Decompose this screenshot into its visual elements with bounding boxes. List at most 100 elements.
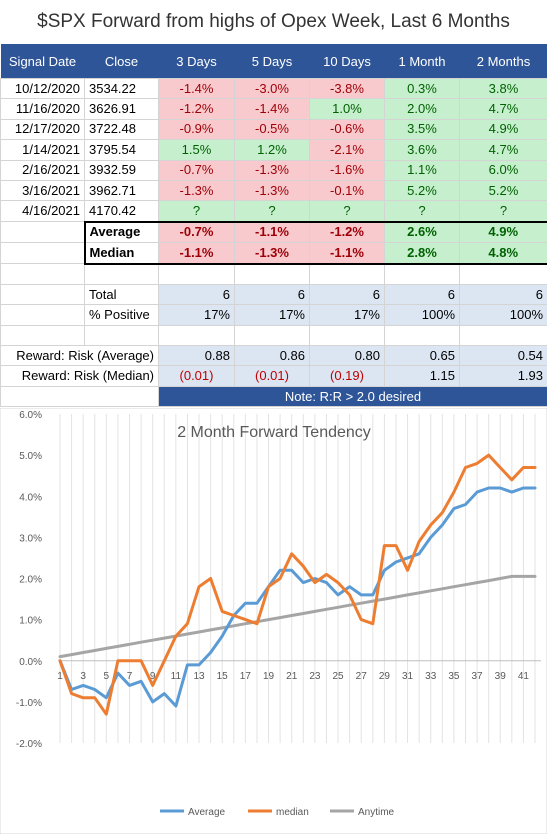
x-tick-label: 33 [425,671,437,682]
x-tick-label: 39 [495,671,507,682]
close-cell: 3795.54 [85,140,159,160]
signal-date-cell: 10/12/2020 [1,79,85,99]
stat-value: -0.7% [159,222,235,243]
empty-cell [85,264,159,285]
table-header-row: Signal Date Close 3 Days 5 Days 10 Days … [1,44,547,79]
signal-date-cell: 12/17/2020 [1,119,85,139]
signal-date-cell: 11/16/2020 [1,99,85,119]
stat-value: 2.8% [385,243,460,264]
empty-cell [1,264,85,285]
col-10-days: 10 Days [310,44,385,79]
empty-cell [1,243,85,264]
stat-row: Median-1.1%-1.3%-1.1%2.8%4.8% [1,243,547,264]
return-cell: -0.6% [310,119,385,139]
return-cell: -1.2% [159,99,235,119]
close-cell: 3932.59 [85,160,159,180]
y-tick-label: 6.0% [19,410,42,421]
total-row-value: 6 [235,284,310,304]
empty-cell [1,325,85,345]
empty-cell [235,325,310,345]
total-row-value: 6 [460,284,547,304]
return-cell: 1.0% [310,99,385,119]
return-cell: 1.5% [159,140,235,160]
return-cell: -1.4% [235,99,310,119]
stat-label: Median [85,243,159,264]
return-cell: -1.6% [310,160,385,180]
return-cell: -0.9% [159,119,235,139]
close-cell: 3534.22 [85,79,159,99]
reward-risk-median-row-value: 1.15 [385,366,460,386]
empty-cell [159,325,235,345]
close-cell: 3722.48 [85,119,159,139]
chart-title: 2 Month Forward Tendency [177,424,371,441]
empty-cell [385,325,460,345]
x-tick-label: 19 [263,671,275,682]
x-tick-label: 41 [518,671,530,682]
return-cell: -0.5% [235,119,310,139]
x-tick-label: 37 [472,671,484,682]
x-tick-label: 7 [127,671,133,682]
reward-risk-median-row: Reward: Risk (Median)(0.01)(0.01)(0.19)1… [1,366,547,386]
y-tick-label: 1.0% [19,616,42,627]
stat-value: 4.9% [460,222,547,243]
x-tick-label: 35 [448,671,460,682]
return-cell: -2.1% [310,140,385,160]
pct-positive-row-value: 100% [385,305,460,325]
total-row-value: 6 [385,284,460,304]
x-tick-label: 13 [193,671,205,682]
return-cell: 2.0% [385,99,460,119]
stat-value: 4.8% [460,243,547,264]
return-cell: 6.0% [460,160,547,180]
return-cell: -1.3% [159,180,235,200]
total-row-value: 6 [159,284,235,304]
return-cell: ? [235,201,310,222]
col-1-month: 1 Month [385,44,460,79]
return-cell: -0.1% [310,180,385,200]
return-cell: ? [159,201,235,222]
return-cell: ? [310,201,385,222]
return-cell: 4.7% [460,99,547,119]
col-3-days: 3 Days [159,44,235,79]
empty-cell [310,325,385,345]
y-tick-label: 4.0% [19,492,42,503]
empty-cell [1,386,159,406]
stat-value: 2.6% [385,222,460,243]
signal-table: Signal Date Close 3 Days 5 Days 10 Days … [0,44,547,407]
x-tick-label: 3 [80,671,86,682]
legend-label: Anytime [358,807,395,818]
pct-positive-row-value: 17% [235,305,310,325]
stat-label: Average [85,222,159,243]
col-5-days: 5 Days [235,44,310,79]
return-cell: 5.2% [385,180,460,200]
x-tick-label: 5 [104,671,110,682]
return-cell: ? [385,201,460,222]
y-tick-label: 2.0% [19,575,42,586]
signal-date-cell: 3/16/2021 [1,180,85,200]
reward-risk-average-row-value: 0.65 [385,346,460,366]
y-tick-label: 0.0% [19,657,42,668]
x-tick-label: 31 [402,671,414,682]
return-cell: 1.2% [235,140,310,160]
x-tick-label: 11 [171,671,182,682]
empty-cell [159,264,235,285]
return-cell: 1.1% [385,160,460,180]
total-row-value: 6 [310,284,385,304]
empty-cell [310,264,385,285]
reward-risk-median-row-value: (0.01) [235,366,310,386]
x-tick-label: 23 [309,671,321,682]
close-cell: 3626.91 [85,99,159,119]
stat-value: -1.1% [310,243,385,264]
stat-value: -1.1% [235,222,310,243]
signal-date-cell: 2/16/2021 [1,160,85,180]
x-tick-label: 29 [379,671,391,682]
x-tick-label: 15 [217,671,229,682]
stat-value: -1.3% [235,243,310,264]
empty-cell [235,264,310,285]
